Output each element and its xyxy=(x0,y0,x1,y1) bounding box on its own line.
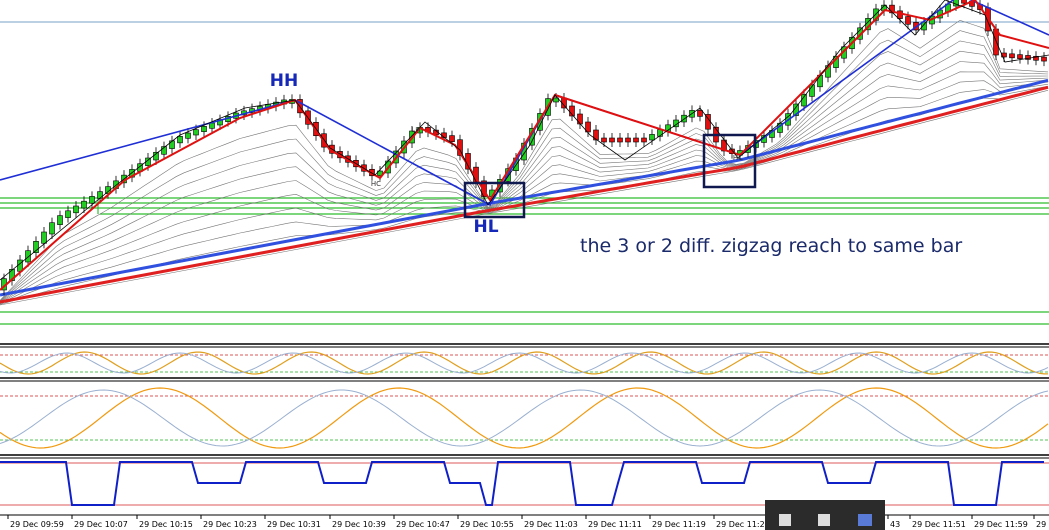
candle xyxy=(25,250,31,263)
candle xyxy=(449,135,455,143)
candle xyxy=(585,121,591,133)
candle xyxy=(553,97,559,103)
candle xyxy=(593,129,599,141)
time-label: 29 Dec 11:03 xyxy=(524,520,578,529)
candle xyxy=(73,205,79,214)
time-label: 29 Dec 11:51 xyxy=(912,520,966,529)
candle xyxy=(801,94,807,107)
candle xyxy=(1025,55,1031,60)
candle xyxy=(809,84,815,97)
time-axis: 29 Dec 09:59 29 Dec 10:07 29 Dec 10:15 29 D… xyxy=(7,515,1049,529)
candle xyxy=(1033,55,1039,61)
candle xyxy=(49,222,55,235)
taskbar-icon[interactable] xyxy=(818,514,830,526)
step-indicator xyxy=(0,461,1044,506)
candle xyxy=(89,196,95,204)
candle xyxy=(649,134,655,141)
candle xyxy=(41,231,47,244)
time-label: 29 Dec 09:59 xyxy=(10,520,64,529)
candle xyxy=(57,215,63,225)
time-label: 29 Dec 11:19 xyxy=(652,520,706,529)
time-label: 29 Dec 10:55 xyxy=(460,520,514,529)
lh-label: LH xyxy=(411,126,420,134)
oscillator xyxy=(0,387,1049,449)
zigzag-red xyxy=(0,0,1049,291)
candle xyxy=(33,241,39,253)
zigzag-blue-end xyxy=(969,0,1049,36)
candle xyxy=(601,137,607,143)
oscillators xyxy=(0,351,1049,506)
candle xyxy=(177,136,183,144)
time-label: 29 Dec 11:59 xyxy=(974,520,1028,529)
ma-line xyxy=(0,30,1049,302)
highlight-box xyxy=(463,181,526,219)
candle xyxy=(65,210,71,218)
candles xyxy=(1,0,1047,295)
taskbar-icon[interactable] xyxy=(779,514,791,526)
candle xyxy=(97,191,103,199)
time-label: 29 Dec 10:39 xyxy=(332,520,386,529)
time-label: 43 xyxy=(890,520,900,529)
oscillator xyxy=(0,389,1049,447)
oscillator xyxy=(0,352,1049,374)
zigzag-black xyxy=(0,0,1049,281)
candle xyxy=(681,114,687,123)
oscillator xyxy=(0,351,1048,375)
candle xyxy=(961,0,967,4)
hc-label: HC xyxy=(371,180,381,188)
candle xyxy=(185,132,191,139)
candle xyxy=(161,146,167,155)
candle xyxy=(953,0,959,7)
zigzag-blue xyxy=(0,0,955,207)
panel-separators xyxy=(0,343,1049,516)
time-label: 29 Dec 11:2 xyxy=(716,520,765,529)
candle xyxy=(1009,53,1015,59)
candle xyxy=(641,137,647,143)
hc-label: HC xyxy=(733,154,743,162)
candle xyxy=(81,200,87,209)
ma-line xyxy=(0,40,1049,302)
ma-line xyxy=(0,19,1049,301)
time-label: 29 Dec 11:11 xyxy=(588,520,642,529)
candle xyxy=(1041,56,1047,62)
hh-label: HH xyxy=(270,71,298,91)
candle xyxy=(609,137,615,143)
taskbar-icon[interactable] xyxy=(858,514,872,526)
candle xyxy=(633,137,639,143)
candle xyxy=(673,119,679,128)
candle xyxy=(625,137,631,143)
candle xyxy=(697,110,703,117)
candle xyxy=(201,126,207,132)
time-label: 29 Dec 10:47 xyxy=(396,520,450,529)
candle xyxy=(169,140,175,149)
candle xyxy=(1017,54,1023,59)
highlight-box xyxy=(702,133,757,189)
annotation-note: the 3 or 2 diff. zigzag reach to same ba… xyxy=(580,235,962,257)
candle xyxy=(1001,52,1007,58)
time-label: 29 D xyxy=(1036,520,1049,529)
time-label: 29 Dec 10:31 xyxy=(267,520,321,529)
candle xyxy=(577,113,583,125)
candle xyxy=(905,16,911,25)
ma-line xyxy=(0,50,1049,303)
candle xyxy=(193,129,199,136)
time-label: 29 Dec 10:15 xyxy=(139,520,193,529)
time-label: 29 Dec 10:23 xyxy=(203,520,257,529)
time-label: 29 Dec 10:07 xyxy=(74,520,128,529)
candle xyxy=(617,137,623,143)
hl-label: HL xyxy=(473,217,498,237)
